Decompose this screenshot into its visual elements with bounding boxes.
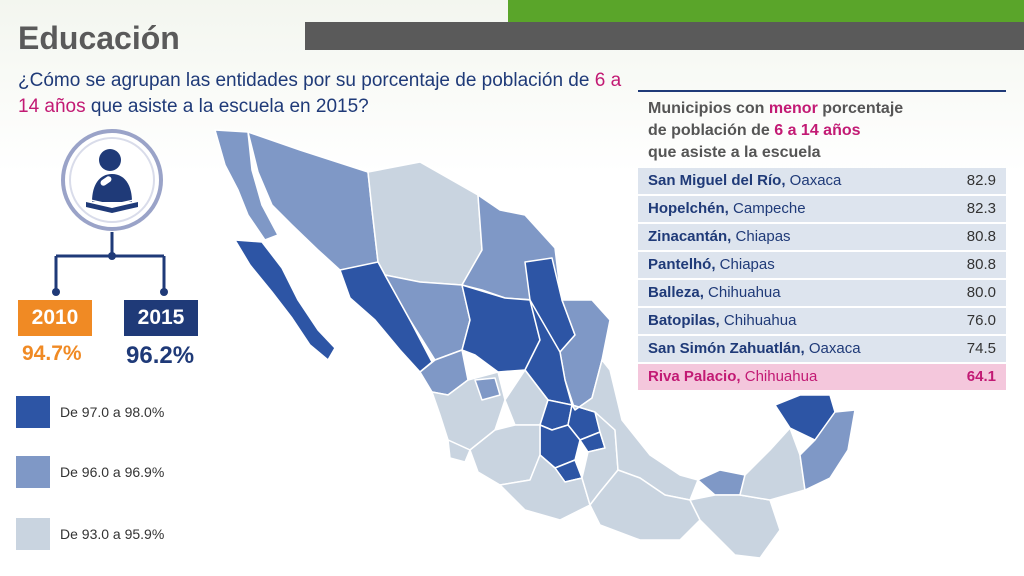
region-baja-california-sur: [234, 239, 336, 361]
table-row: Batopilas, Chihuahua 76.0: [638, 308, 1006, 334]
region-zacatecas: [461, 284, 541, 373]
legend-swatch: [16, 518, 50, 550]
legend-label: De 97.0 a 98.0%: [60, 404, 165, 420]
region-campeche: [739, 427, 806, 501]
table-row: Hopelchén, Campeche 82.3: [638, 196, 1006, 222]
header-accent-green: [508, 0, 1024, 22]
legend-swatch: [16, 396, 50, 428]
municipalities-table: San Miguel del Río, Oaxaca 82.9 Hopelchén…: [638, 168, 1006, 390]
year-2010-label: 2010: [18, 300, 92, 336]
table-row: Zinacantán, Chiapas 80.8: [638, 224, 1006, 250]
table-row: San Miguel del Río, Oaxaca 82.9: [638, 168, 1006, 194]
legend-item-high: De 97.0 a 98.0%: [16, 396, 164, 428]
region-guerrero: [499, 454, 591, 521]
region-baja-california: [214, 129, 279, 241]
year-2010-value: 94.7%: [22, 342, 82, 365]
student-reading-icon: [60, 128, 164, 232]
table-row-highlight: Riva Palacio, Chihuahua 64.1: [638, 364, 1006, 390]
legend-item-low: De 93.0 a 95.9%: [16, 518, 164, 550]
panel-rule: [638, 90, 1006, 92]
region-chihuahua: [367, 161, 483, 286]
table-row: Pantelhó, Chiapas 80.8: [638, 252, 1006, 278]
region-tabasco: [697, 469, 746, 496]
mexico-choropleth-map: [214, 129, 856, 559]
region-chiapas: [689, 494, 781, 559]
table-row: Balleza, Chihuahua 80.0: [638, 280, 1006, 306]
page-title: Educación: [18, 20, 180, 56]
region-quintana-roo: [799, 409, 856, 491]
legend-label: De 93.0 a 95.9%: [60, 526, 165, 542]
header-accent-gray: [305, 22, 1024, 50]
panel-heading: Municipios con menor porcentaje de pobla…: [648, 100, 904, 161]
legend-label: De 96.0 a 96.9%: [60, 464, 165, 480]
region-aguascalientes: [474, 377, 501, 401]
legend-swatch: [16, 456, 50, 488]
year-2015-value: 96.2%: [126, 342, 195, 369]
table-row: San Simón Zahuatlán, Oaxaca 74.5: [638, 336, 1006, 362]
year-2015-label: 2015: [124, 300, 198, 336]
region-colima: [447, 439, 471, 463]
legend-item-mid: De 96.0 a 96.9%: [16, 456, 164, 488]
question-text: ¿Cómo se agrupan las entidades por su po…: [18, 70, 622, 117]
municipalities-panel: Municipios con menor porcentaje de pobla…: [638, 90, 1006, 392]
